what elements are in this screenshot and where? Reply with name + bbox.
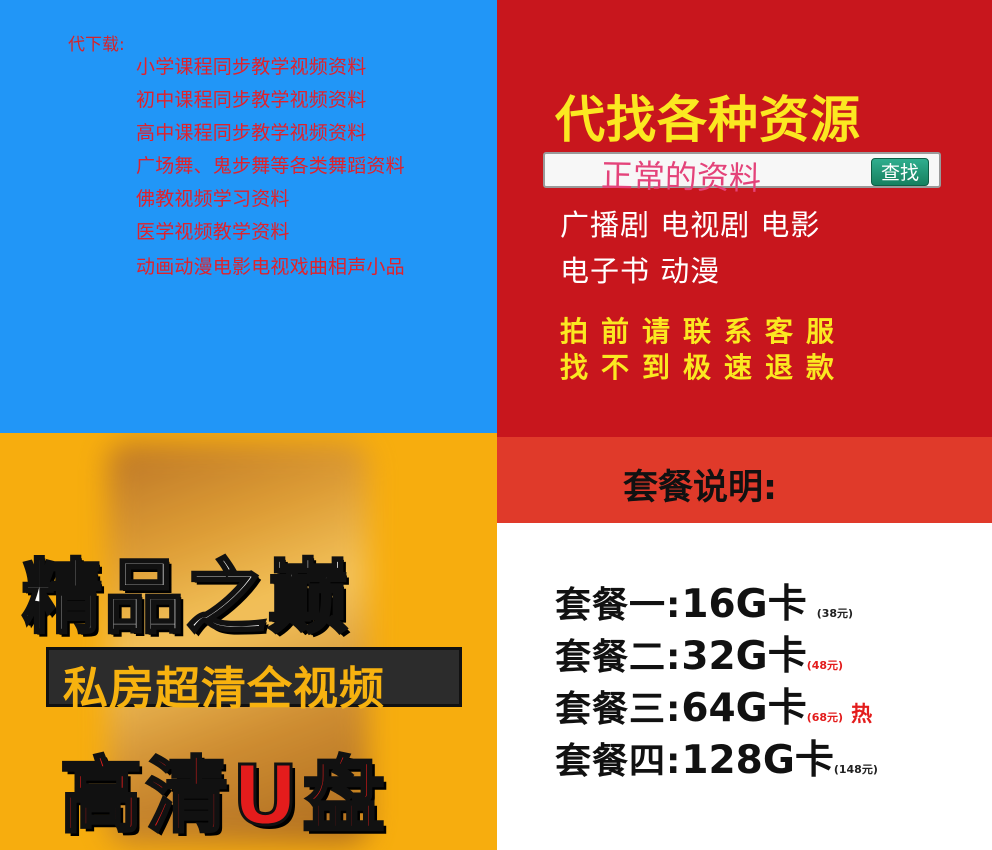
service-item-animation: 动画动漫电影电视戏曲相声小品 [136, 256, 405, 278]
hot-badge: 热 [851, 702, 873, 726]
notice-contact: 拍前请联系客服 [560, 315, 848, 348]
package-panel: 套餐说明: 套餐一:16G卡 (38元) 套餐二:32G卡(48元) 套餐三:64… [497, 437, 992, 850]
service-item-medical: 医学视频教学资料 [136, 221, 290, 243]
package-name: 套餐四: [555, 741, 682, 782]
package-price: (148元) [833, 763, 878, 776]
download-prefix-label: 代下载: [68, 35, 125, 55]
headline: 代找各种资源 [555, 91, 861, 149]
package-size: 128G卡 [681, 738, 834, 783]
service-item-high-school: 高中课程同步教学视频资料 [136, 122, 367, 144]
package-price: (48元) [806, 659, 844, 672]
package-row-3: 套餐三:64G卡(68元) 热 [555, 677, 873, 731]
notice-refund: 找不到极速退款 [560, 351, 848, 384]
search-bar[interactable]: 正常的资料 查找 [543, 152, 941, 197]
service-item-middle-school: 初中课程同步教学视频资料 [136, 89, 367, 111]
poster-subtitle-box: 私房超清全视频 [46, 647, 462, 715]
package-header-bar: 套餐说明: [497, 437, 992, 523]
package-row-4: 套餐四:128G卡(148元) [555, 729, 878, 783]
package-name: 套餐二: [555, 637, 682, 678]
package-row-1: 套餐一:16G卡 (38元) [555, 573, 854, 627]
categories-line-1: 广播剧 电视剧 电影 [560, 208, 821, 242]
blurred-product-image [108, 443, 368, 843]
search-button[interactable]: 查找 [871, 158, 929, 186]
usb-poster-panel: 精品之巅 私房超清全视频 高清U盘 [0, 433, 497, 850]
package-price: (68元) [806, 711, 844, 724]
poster-subtitle: 私房超清全视频 [63, 662, 386, 715]
package-size: 16G卡 [681, 582, 807, 627]
resource-finder-panel: 代找各种资源 正常的资料 查找 广播剧 电视剧 电影 电子书 动漫 拍前请联系客… [497, 0, 992, 437]
categories-line-2: 电子书 动漫 [560, 254, 721, 288]
package-name: 套餐一: [555, 585, 682, 626]
download-services-panel: 代下载: 小学课程同步教学视频资料 初中课程同步教学视频资料 高中课程同步教学视… [0, 0, 497, 433]
service-item-dance: 广场舞、鬼步舞等各类舞蹈资料 [136, 155, 405, 177]
service-item-buddhism: 佛教视频学习资料 [136, 188, 290, 210]
package-name: 套餐三: [555, 689, 682, 730]
package-size: 32G卡 [681, 634, 807, 679]
package-row-2: 套餐二:32G卡(48元) [555, 625, 844, 679]
poster-title: 精品之巅 [21, 550, 350, 646]
poster-product: 高清U盘 [59, 748, 389, 846]
package-price: (38元) [816, 607, 854, 620]
package-header-title: 套餐说明: [623, 468, 777, 508]
service-item-primary-school: 小学课程同步教学视频资料 [136, 56, 367, 78]
search-input[interactable]: 正常的资料 [600, 156, 762, 198]
package-size: 64G卡 [681, 686, 807, 731]
